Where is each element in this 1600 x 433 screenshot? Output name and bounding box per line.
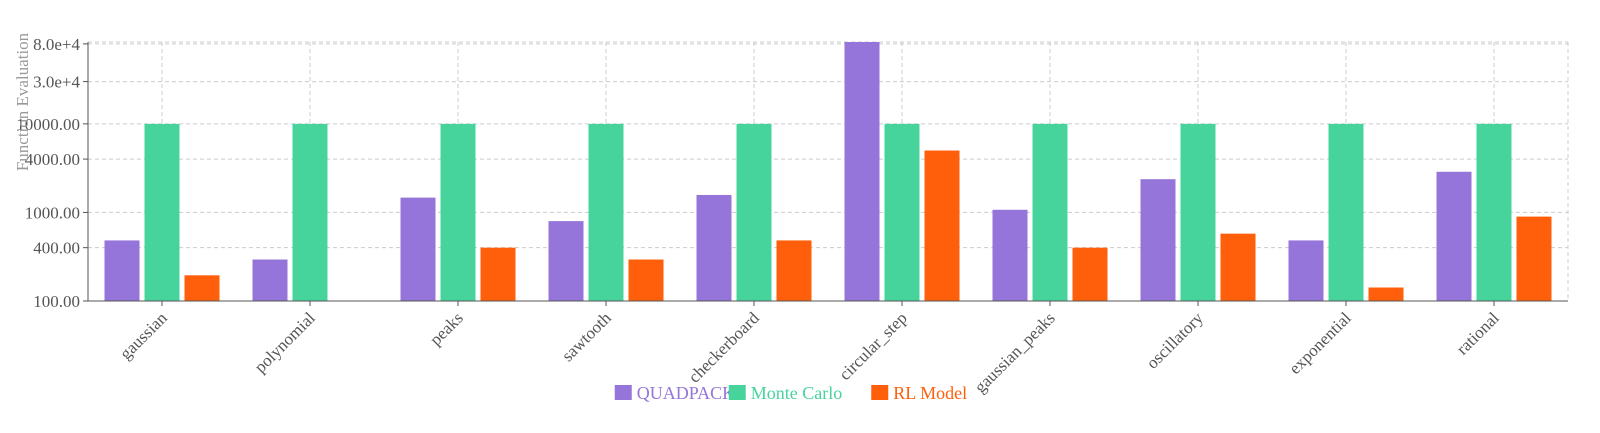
x-tick-label: exponential	[1285, 308, 1355, 378]
legend-label: RL Model	[893, 383, 967, 403]
bar-quadpack	[1288, 240, 1324, 301]
y-tick-label: 4000.00	[25, 150, 80, 169]
legend-swatch	[614, 385, 632, 400]
x-tick-label: sawtooth	[558, 308, 615, 365]
bar-monte-carlo	[736, 123, 772, 301]
axes	[87, 42, 1568, 302]
legend-label: QUADPACK	[637, 383, 735, 403]
bar-quadpack	[844, 42, 880, 301]
x-tick-label: peaks	[426, 308, 467, 349]
bar-rl-model	[924, 150, 960, 301]
y-axis-title: Function Evaluation	[13, 32, 32, 171]
bar-quadpack	[104, 240, 140, 301]
bar-rl-model	[480, 247, 516, 301]
bar-quadpack	[1436, 171, 1472, 301]
bar-rl-model	[1220, 233, 1256, 301]
bar-rl-model	[1072, 247, 1108, 301]
y-tick-label: 400.00	[33, 239, 80, 258]
bar-quadpack	[1140, 179, 1176, 301]
legend-swatch	[871, 385, 889, 400]
bar-rl-model	[184, 275, 220, 301]
bar-monte-carlo	[1328, 123, 1364, 301]
bar-monte-carlo	[884, 123, 920, 301]
bar-monte-carlo	[1032, 123, 1068, 301]
y-ticks: 100.00 400.00 1000.00 4000.00 10000.00 3.0e+4…	[16, 35, 88, 311]
bar-quadpack	[696, 194, 732, 301]
bar-rl-model	[776, 240, 812, 301]
x-tick-label: oscillatory	[1143, 308, 1208, 373]
x-tick-label: gaussian	[116, 308, 171, 363]
x-tick-label: circular_step	[835, 308, 911, 384]
x-tick-label: checkerboard	[685, 308, 764, 387]
bar-quadpack	[548, 221, 584, 301]
y-tick-label: 10000.00	[16, 115, 80, 134]
bar-rl-model	[628, 259, 664, 301]
bar-monte-carlo	[1180, 123, 1216, 301]
bar-rl-model	[1368, 287, 1404, 301]
bar-rl-model	[1516, 216, 1552, 301]
x-tick-label: rational	[1453, 308, 1503, 358]
y-tick-label: 3.0e+4	[33, 73, 80, 92]
bar-quadpack	[992, 209, 1028, 301]
bar-quadpack	[252, 259, 288, 301]
bar-monte-carlo	[440, 123, 476, 301]
bar-monte-carlo	[1476, 123, 1512, 301]
bar-quadpack	[400, 197, 436, 301]
legend: QUADPACK Monte Carlo RL Model	[614, 383, 967, 403]
y-tick-label: 8.0e+4	[33, 35, 80, 54]
bars	[104, 42, 1552, 301]
legend-label: Monte Carlo	[751, 383, 843, 403]
y-tick-label: 1000.00	[25, 203, 80, 222]
x-tick-label: polynomial	[251, 308, 319, 376]
legend-swatch	[728, 385, 746, 400]
bar-monte-carlo	[144, 123, 180, 301]
bar-monte-carlo	[588, 123, 624, 301]
y-tick-label: 100.00	[33, 292, 80, 311]
bar-monte-carlo	[292, 123, 328, 301]
x-tick-label: gaussian_peaks	[971, 308, 1059, 396]
